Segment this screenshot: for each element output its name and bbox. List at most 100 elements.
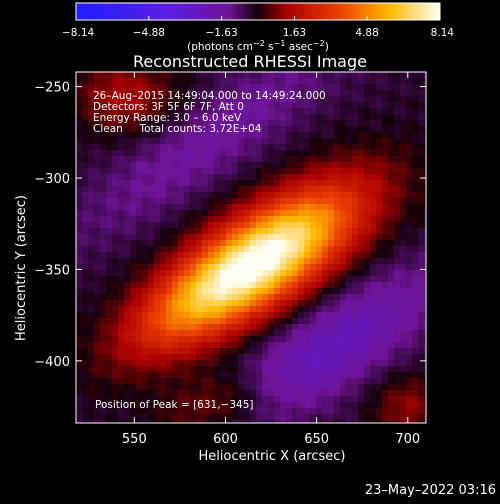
heatmap-cell	[424, 198, 427, 205]
heatmap-cell	[304, 330, 311, 337]
heatmap-cell	[394, 102, 401, 109]
heatmap-cell	[178, 258, 185, 265]
heatmap-cell	[196, 138, 203, 145]
heatmap-cell	[202, 282, 209, 289]
heatmap-cell	[334, 378, 341, 385]
heatmap-cell	[106, 120, 113, 127]
heatmap-cell	[160, 138, 167, 145]
heatmap-cell	[124, 126, 131, 133]
heatmap-cell	[124, 312, 131, 319]
heatmap-cell	[346, 270, 353, 277]
heatmap-cell	[214, 288, 221, 295]
heatmap-cell	[364, 324, 371, 331]
heatmap-cell	[364, 312, 371, 319]
heatmap-cell	[184, 264, 191, 271]
heatmap-cell	[166, 396, 173, 403]
heatmap-cell	[208, 162, 215, 169]
heatmap-cell	[388, 90, 395, 97]
heatmap-cell	[112, 408, 119, 415]
heatmap-cell	[400, 396, 407, 403]
heatmap-cell	[292, 132, 299, 139]
heatmap-cell	[346, 102, 353, 109]
heatmap-cell	[322, 156, 329, 163]
heatmap-cell	[166, 318, 173, 325]
heatmap-cell	[214, 234, 221, 241]
heatmap-cell	[232, 336, 239, 343]
heatmap-cell	[328, 402, 335, 409]
heatmap-cell	[334, 120, 341, 127]
heatmap-cell	[190, 180, 197, 187]
heatmap-cell	[202, 360, 209, 367]
heatmap-cell	[358, 210, 365, 217]
heatmap-cell	[310, 96, 317, 103]
heatmap-cell	[244, 138, 251, 145]
heatmap-cell	[100, 294, 107, 301]
heatmap-cell	[178, 408, 185, 415]
heatmap-cell	[364, 198, 371, 205]
heatmap-cell	[166, 78, 173, 85]
heatmap-cell	[154, 234, 161, 241]
heatmap-cell	[142, 396, 149, 403]
heatmap-cell	[340, 246, 347, 253]
heatmap-cell	[298, 300, 305, 307]
heatmap-cell	[286, 384, 293, 391]
heatmap-cell	[352, 120, 359, 127]
heatmap-cell	[202, 96, 209, 103]
heatmap-cell	[244, 114, 251, 121]
heatmap-cell	[382, 246, 389, 253]
heatmap-cell	[262, 96, 269, 103]
heatmap-cell	[250, 252, 257, 259]
heatmap-cell	[226, 114, 233, 121]
heatmap-cell	[142, 258, 149, 265]
heatmap-cell	[406, 222, 413, 229]
heatmap-cell	[178, 138, 185, 145]
heatmap-cell	[130, 84, 137, 91]
heatmap-cell	[328, 288, 335, 295]
heatmap-cell	[394, 96, 401, 103]
heatmap-cell	[148, 246, 155, 253]
heatmap-cell	[340, 102, 347, 109]
heatmap-cell	[346, 222, 353, 229]
heatmap-cell	[400, 192, 407, 199]
heatmap-cell	[412, 78, 419, 85]
heatmap-cell	[304, 90, 311, 97]
heatmap-cell	[424, 246, 427, 253]
heatmap-cell	[220, 174, 227, 181]
heatmap-cell	[364, 234, 371, 241]
heatmap-cell	[202, 414, 209, 421]
heatmap-cell	[220, 336, 227, 343]
heatmap-cell	[424, 144, 427, 151]
heatmap-cell	[370, 324, 377, 331]
heatmap-cell	[316, 384, 323, 391]
heatmap-cell	[262, 240, 269, 247]
heatmap-cell	[424, 216, 427, 223]
heatmap-cell	[238, 240, 245, 247]
heatmap-cell	[178, 384, 185, 391]
heatmap-cell	[244, 186, 251, 193]
heatmap-cell	[196, 402, 203, 409]
heatmap-cell	[124, 138, 131, 145]
heatmap-cell	[274, 90, 281, 97]
heatmap-cell	[190, 210, 197, 217]
heatmap-cell	[124, 336, 131, 343]
heatmap-cell	[208, 396, 215, 403]
heatmap-cell	[352, 294, 359, 301]
heatmap-cell	[136, 180, 143, 187]
heatmap-cell	[112, 246, 119, 253]
heatmap-cell	[112, 228, 119, 235]
heatmap-cell	[280, 198, 287, 205]
heatmap-cell	[400, 78, 407, 85]
heatmap-cell	[238, 264, 245, 271]
heatmap-cell	[172, 390, 179, 397]
heatmap-cell	[400, 354, 407, 361]
heatmap-cell	[88, 414, 95, 421]
heatmap-cell	[220, 390, 227, 397]
heatmap-cell	[316, 210, 323, 217]
heatmap-cell	[298, 336, 305, 343]
heatmap-cell	[226, 162, 233, 169]
heatmap-cell	[202, 420, 209, 424]
heatmap-cell	[232, 270, 239, 277]
heatmap-cell	[412, 198, 419, 205]
heatmap-cell	[304, 252, 311, 259]
heatmap-cell	[292, 348, 299, 355]
